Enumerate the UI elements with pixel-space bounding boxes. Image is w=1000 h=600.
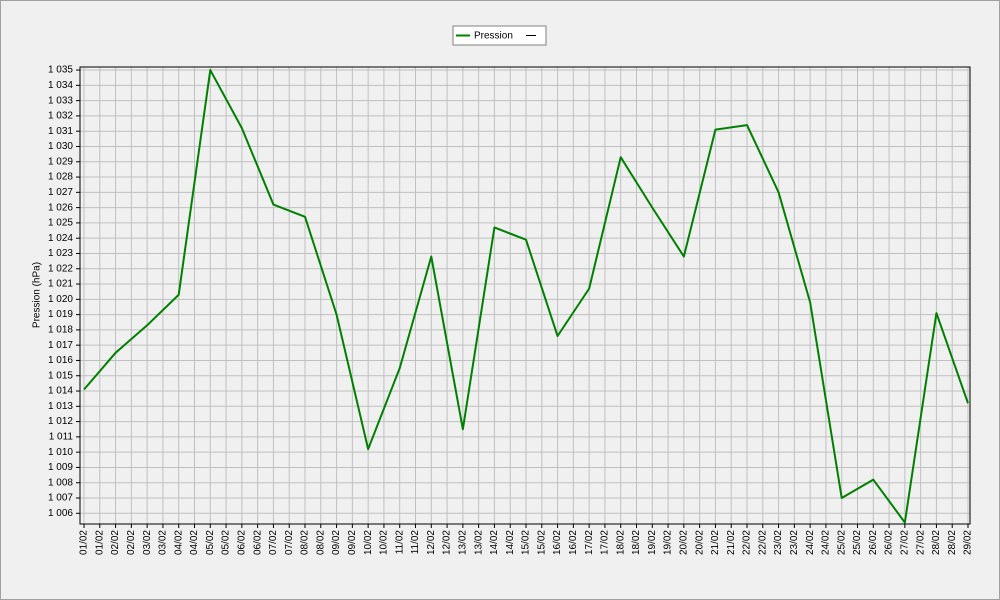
- y-tick-label: 1 029: [48, 156, 73, 167]
- y-tick-label: 1 027: [48, 187, 73, 198]
- x-tick-label: 24/02: [821, 530, 832, 555]
- y-tick-label: 1 025: [48, 218, 73, 229]
- x-tick-label: 04/02: [189, 530, 200, 555]
- x-tick-label: 10/02: [379, 530, 390, 555]
- y-tick-label: 1 006: [48, 508, 73, 519]
- x-tick-label: 14/02: [505, 530, 516, 555]
- x-tick-label: 26/02: [884, 530, 895, 555]
- y-tick-label: 1 015: [48, 370, 73, 381]
- x-tick-label: 18/02: [631, 530, 642, 555]
- x-tick-label: 01/02: [79, 530, 90, 555]
- x-tick-label: 15/02: [521, 530, 532, 555]
- x-tick-label: 21/02: [726, 530, 737, 555]
- x-tick-label: 05/02: [205, 530, 216, 555]
- y-tick-label: 1 020: [48, 294, 73, 305]
- y-tick-label: 1 021: [48, 279, 73, 290]
- x-tick-label: 29/02: [963, 530, 974, 555]
- y-tick-label: 1 014: [48, 386, 73, 397]
- y-tick-label: 1 026: [48, 202, 73, 213]
- x-tick-label: 16/02: [568, 530, 579, 555]
- y-tick-label: 1 012: [48, 416, 73, 427]
- x-tick-label: 03/02: [142, 530, 153, 555]
- x-tick-label: 17/02: [584, 530, 595, 555]
- x-tick-label: 20/02: [678, 530, 689, 555]
- x-tick-label: 19/02: [647, 530, 658, 555]
- x-tick-label: 03/02: [158, 530, 169, 555]
- x-tick-label: 21/02: [710, 530, 721, 555]
- plot-border: [79, 66, 971, 525]
- legend-label: Pression: [474, 31, 513, 42]
- plot-area: [80, 67, 970, 524]
- x-tick-label: 10/02: [363, 530, 374, 555]
- x-tick-label: 13/02: [473, 530, 484, 555]
- x-tick-label: 19/02: [663, 530, 674, 555]
- x-tick-label: 24/02: [805, 530, 816, 555]
- y-tick-label: 1 030: [48, 141, 73, 152]
- y-tick-label: 1 019: [48, 309, 73, 320]
- y-tick-label: 1 028: [48, 172, 73, 183]
- x-tick-label: 02/02: [110, 530, 121, 555]
- x-tick-label: 22/02: [742, 530, 753, 555]
- y-tick-label: 1 007: [48, 493, 73, 504]
- y-tick-label: 1 024: [48, 233, 73, 244]
- x-tick-label: 12/02: [442, 530, 453, 555]
- y-tick-label: 1 010: [48, 447, 73, 458]
- x-tick-label: 23/02: [789, 530, 800, 555]
- x-tick-label: 09/02: [331, 530, 342, 555]
- x-tick-label: 14/02: [489, 530, 500, 555]
- y-tick-label: 1 009: [48, 462, 73, 473]
- y-tick-label: 1 017: [48, 340, 73, 351]
- x-tick-label: 07/02: [268, 530, 279, 555]
- x-tick-label: 11/02: [410, 530, 421, 555]
- y-tick-label: 1 032: [48, 111, 73, 122]
- x-tick-label: 16/02: [552, 530, 563, 555]
- grid: [76, 67, 970, 528]
- y-tick-label: 1 016: [48, 355, 73, 366]
- x-tick-label: 12/02: [426, 530, 437, 555]
- x-tick-label: 08/02: [300, 530, 311, 555]
- x-tick-label: 23/02: [773, 530, 784, 555]
- x-tick-label: 25/02: [836, 530, 847, 555]
- y-tick-label: 1 013: [48, 401, 73, 412]
- marks: [83, 69, 969, 524]
- y-tick-label: 1 023: [48, 248, 73, 259]
- x-tick-label: 06/02: [236, 530, 247, 555]
- x-tick-label: 02/02: [126, 530, 137, 555]
- y-tick-label: 1 022: [48, 263, 73, 274]
- x-tick-label: 28/02: [931, 530, 942, 555]
- x-tick-label: 01/02: [94, 530, 105, 555]
- x-tick-label: 20/02: [694, 530, 705, 555]
- x-tick-label: 27/02: [899, 530, 910, 555]
- x-tick-label: 26/02: [868, 530, 879, 555]
- data-line: [83, 69, 969, 524]
- legend-box: [452, 25, 547, 46]
- y-axis-label: Pression (hPa): [32, 262, 43, 328]
- y-tick-label: 1 033: [48, 95, 73, 106]
- x-tick-label: 04/02: [173, 530, 184, 555]
- x-tick-label: 28/02: [947, 530, 958, 555]
- y-tick-label: 1 018: [48, 325, 73, 336]
- x-tick-label: 13/02: [457, 530, 468, 555]
- x-tick-label: 18/02: [615, 530, 626, 555]
- y-tick-label: 1 011: [49, 432, 74, 443]
- y-tick-label: 1 035: [48, 65, 73, 76]
- x-tick-label: 17/02: [600, 530, 611, 555]
- y-tick-label: 1 008: [48, 477, 73, 488]
- x-tick-label: 15/02: [536, 530, 547, 555]
- x-tick-label: 27/02: [915, 530, 926, 555]
- x-tick-label: 22/02: [757, 530, 768, 555]
- x-tick-label: 07/02: [284, 530, 295, 555]
- x-tick-label: 09/02: [347, 530, 358, 555]
- x-tick-label: 08/02: [315, 530, 326, 555]
- x-tick-label: 06/02: [252, 530, 263, 555]
- x-tick-label: 25/02: [852, 530, 863, 555]
- y-tick-label: 1 031: [48, 126, 73, 137]
- x-tick-label: 11/02: [394, 530, 405, 555]
- x-tick-label: 05/02: [221, 530, 232, 555]
- y-tick-label: 1 034: [48, 80, 73, 91]
